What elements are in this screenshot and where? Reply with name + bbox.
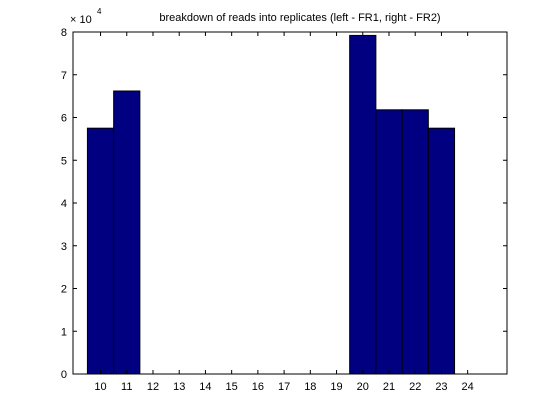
x-tick-label: 19 [330,381,342,393]
bar-20 [349,34,377,375]
x-tick-label: 21 [383,381,395,393]
y-tick-label: 2 [61,284,67,296]
chart-title: breakdown of reads into replicates (left… [159,12,440,24]
x-tick-label: 16 [252,381,264,393]
bar-23 [427,127,456,375]
y-tick-label: 5 [61,155,67,167]
bar-22 [401,109,429,375]
bar-10 [86,127,115,375]
y-tick-label: 4 [61,198,67,210]
y-tick-label: 0 [61,369,67,381]
bars-layer [86,34,456,375]
x-tick-label: 11 [121,381,132,393]
y-multiplier-exponent: 4 [97,7,102,16]
y-tick-label: 8 [61,27,67,39]
bar-21 [375,109,403,375]
y-tick-label: 7 [61,70,67,82]
y-tick-label: 3 [61,241,67,253]
x-tick-label: 20 [357,381,369,393]
bar-11 [113,90,141,375]
x-tick-label: 12 [147,381,159,393]
x-tick-label: 10 [94,381,106,393]
x-tick-label: 14 [199,381,211,393]
x-tick-label: 24 [462,381,474,393]
y-tick-label: 1 [61,326,67,338]
y-multiplier-base: × 10 [70,14,92,26]
x-tick-label: 17 [278,381,290,393]
x-tick-label: 15 [226,381,238,393]
x-tick-label: 23 [435,381,447,393]
y-tick-label: 6 [61,113,67,125]
x-tick-label: 13 [173,381,185,393]
x-tick-label: 22 [409,381,421,393]
x-tick-label: 18 [304,381,316,393]
